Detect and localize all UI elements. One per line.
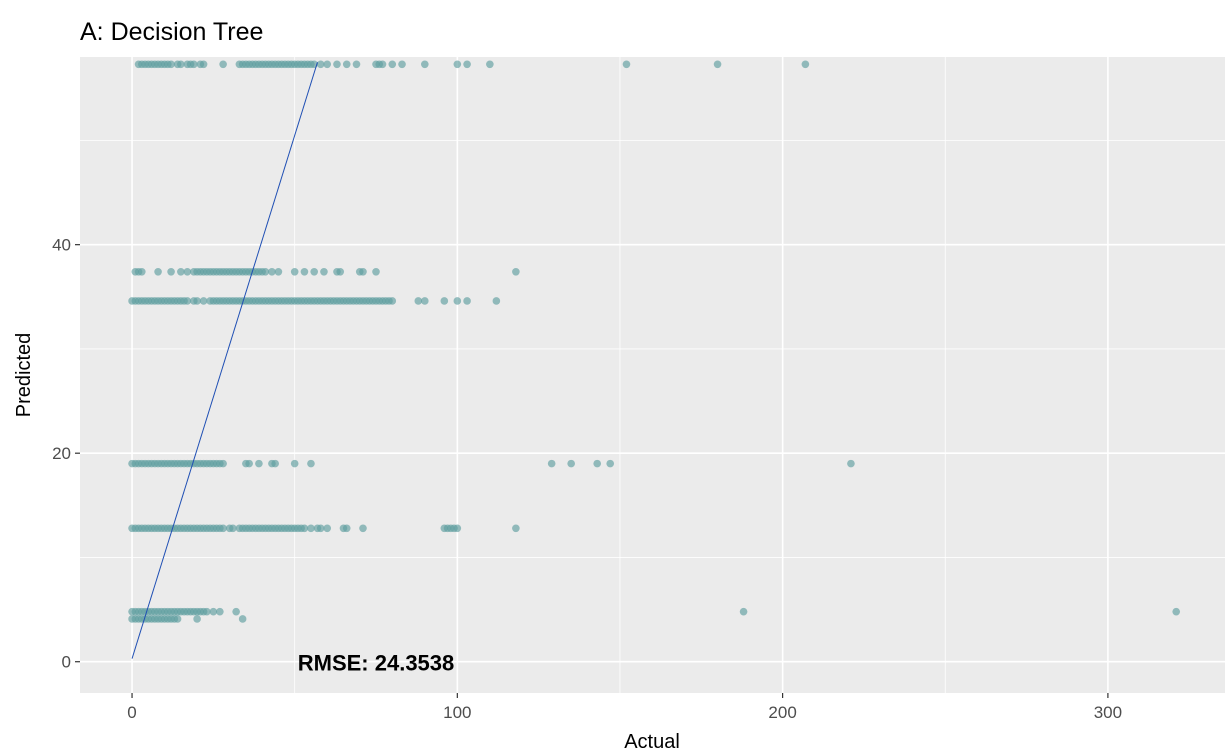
rmse-annotation: RMSE: 24.3538 [298, 651, 455, 676]
data-point [167, 267, 175, 276]
data-point [183, 267, 192, 276]
data-point [453, 524, 462, 533]
data-point [801, 60, 810, 69]
data-point [316, 524, 325, 533]
data-point [378, 60, 387, 69]
data-point [245, 459, 253, 468]
fit-line [131, 62, 318, 659]
data-point [342, 524, 351, 533]
data-point [193, 615, 201, 623]
grid-major [80, 57, 1225, 693]
data-point [492, 297, 501, 305]
data-point [209, 607, 218, 616]
data-point [183, 297, 192, 305]
data-point [352, 60, 361, 69]
data-point [463, 297, 471, 305]
data-point [154, 267, 162, 276]
grid-minor [80, 57, 1225, 693]
data-point [739, 607, 748, 616]
data-point [216, 607, 224, 616]
data-point [1172, 607, 1181, 616]
data-point [232, 607, 240, 616]
data-points [128, 60, 1181, 623]
data-point [300, 524, 309, 533]
plot-panel [80, 57, 1225, 693]
data-point [622, 60, 631, 69]
data-point [512, 267, 520, 276]
data-point [323, 60, 332, 69]
data-point [193, 297, 201, 305]
data-point [320, 267, 328, 276]
data-point [388, 60, 397, 69]
chart-title: A: Decision Tree [80, 18, 263, 46]
y-axis-ticks: 0 20 40 [52, 236, 80, 672]
data-point [203, 607, 211, 616]
data-point [167, 60, 175, 69]
data-point [255, 459, 263, 468]
data-point [199, 297, 208, 305]
x-tick-label: 200 [768, 703, 796, 722]
data-point [421, 60, 429, 69]
data-point [316, 60, 325, 69]
data-point [421, 297, 429, 305]
data-point [342, 60, 351, 69]
data-point [414, 297, 423, 305]
data-point [173, 615, 182, 623]
y-tick-label: 40 [52, 236, 71, 255]
data-point [512, 524, 520, 533]
data-point [606, 459, 615, 468]
data-point [567, 459, 575, 468]
data-point [219, 459, 227, 468]
y-tick-label: 0 [62, 653, 71, 672]
data-point [290, 459, 299, 468]
x-tick-label: 0 [127, 703, 136, 722]
x-tick-label: 100 [443, 703, 471, 722]
data-point [486, 60, 494, 69]
data-point [138, 267, 146, 276]
data-point [359, 524, 367, 533]
data-point [388, 297, 397, 305]
data-point [219, 60, 227, 69]
data-point [307, 524, 315, 533]
data-point [453, 297, 462, 305]
x-tick-label: 300 [1094, 703, 1122, 722]
data-point [359, 267, 367, 276]
y-tick-label: 20 [52, 444, 71, 463]
data-point [310, 267, 319, 276]
x-axis-ticks: 0 100 200 300 [127, 693, 1122, 722]
data-point [219, 524, 227, 533]
x-axis-title: Actual [624, 731, 680, 753]
data-point [177, 267, 185, 276]
data-point [229, 524, 237, 533]
data-point [463, 60, 471, 69]
data-point [300, 267, 309, 276]
data-point [593, 459, 602, 468]
data-point [238, 615, 247, 623]
data-point [453, 60, 462, 69]
data-point [307, 459, 315, 468]
data-point [177, 60, 185, 69]
data-point [268, 267, 276, 276]
data-point [290, 267, 299, 276]
data-point [398, 60, 406, 69]
data-point [333, 60, 341, 69]
data-point [199, 60, 208, 69]
data-point [713, 60, 722, 69]
data-point [336, 267, 345, 276]
data-point [323, 524, 332, 533]
data-point [847, 459, 855, 468]
y-axis-title: Predicted [13, 333, 35, 418]
data-point [190, 60, 198, 69]
data-point [440, 297, 449, 305]
data-point [547, 459, 556, 468]
data-point [274, 267, 283, 276]
data-point [271, 459, 279, 468]
data-point [261, 267, 270, 276]
data-point [372, 267, 380, 276]
